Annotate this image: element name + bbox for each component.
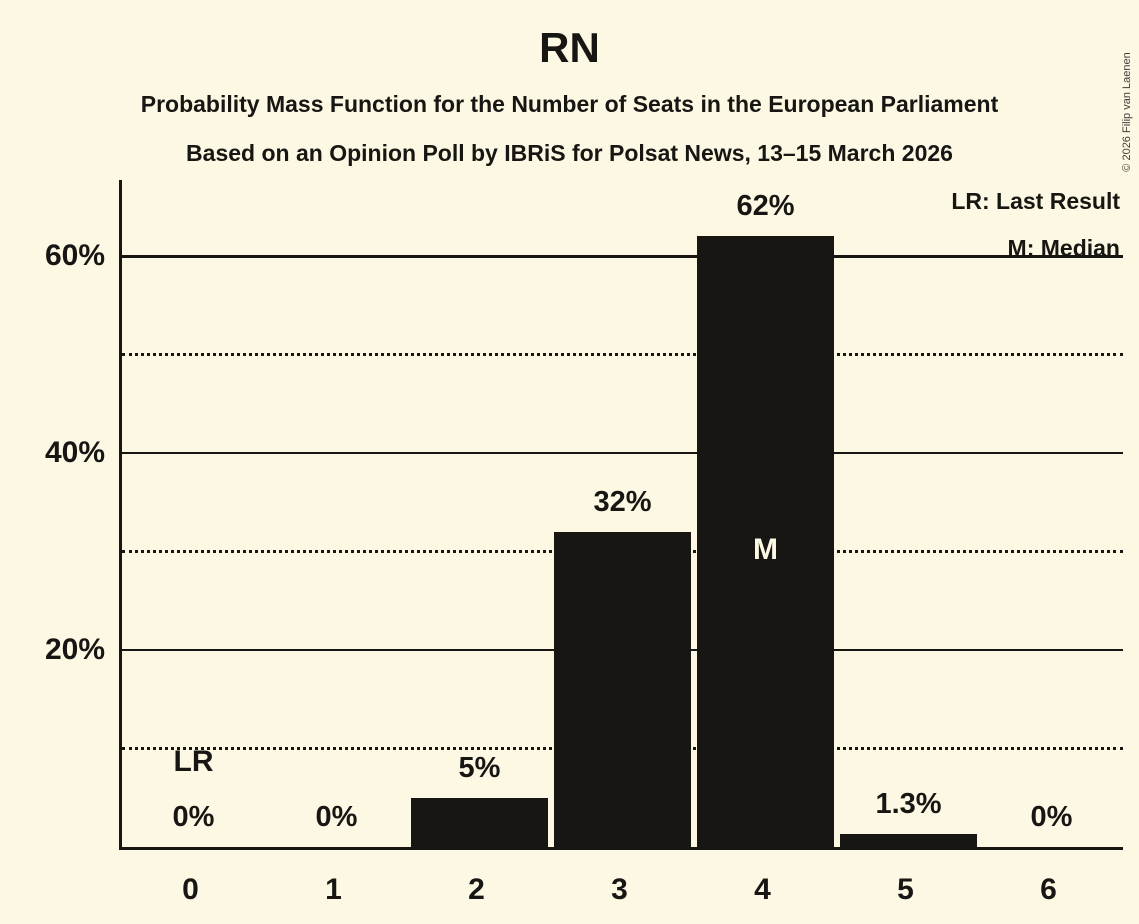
chart-subtitle: Probability Mass Function for the Number… bbox=[140, 91, 999, 117]
copyright-text: © 2026 Filip van Laenen bbox=[1121, 52, 1133, 172]
x-tick-label-4: 4 bbox=[754, 873, 771, 906]
bar-seats-3 bbox=[554, 531, 691, 847]
last-result-marker: LR bbox=[173, 745, 214, 778]
x-tick-label-1: 1 bbox=[325, 873, 342, 906]
bar-value-label-6: 0% bbox=[1030, 801, 1073, 833]
y-tick-label-40%: 40% bbox=[44, 436, 105, 469]
bar-value-label-3: 32% bbox=[593, 485, 652, 518]
y-tick-label-60%: 60% bbox=[44, 239, 105, 272]
y-tick-label-20%: 20% bbox=[44, 633, 105, 666]
median-marker: M bbox=[753, 532, 778, 566]
bar-seats-5 bbox=[840, 834, 977, 847]
x-tick-label-3: 3 bbox=[611, 873, 628, 906]
chart-source-line: Based on an Opinion Poll by IBRiS for Po… bbox=[186, 140, 953, 166]
plot-area: 0% LR 0% 5% 32% 62% M 1.3% 0% bbox=[119, 180, 1123, 850]
x-tick-label-5: 5 bbox=[897, 873, 914, 906]
gridline-solid-40 bbox=[122, 452, 1123, 454]
bar-seats-4 bbox=[697, 236, 834, 847]
bar-value-label-5: 1.3% bbox=[875, 788, 942, 821]
gridline-solid-60 bbox=[122, 254, 1123, 258]
x-tick-label-2: 2 bbox=[468, 873, 485, 906]
x-tick-label-6: 6 bbox=[1040, 873, 1057, 906]
bar-value-label-2: 5% bbox=[458, 751, 501, 784]
x-tick-label-0: 0 bbox=[182, 873, 199, 906]
legend-last-result: LR: Last Result bbox=[951, 188, 1120, 214]
bar-value-label-1: 0% bbox=[315, 801, 358, 833]
bar-value-label-4: 62% bbox=[736, 190, 795, 223]
legend-median: M: Median bbox=[1007, 235, 1120, 261]
bar-value-label-0: 0% bbox=[172, 801, 215, 833]
bar-seats-2 bbox=[411, 797, 548, 847]
gridline-dotted-50 bbox=[122, 353, 1123, 356]
chart-title: RN bbox=[539, 24, 600, 71]
